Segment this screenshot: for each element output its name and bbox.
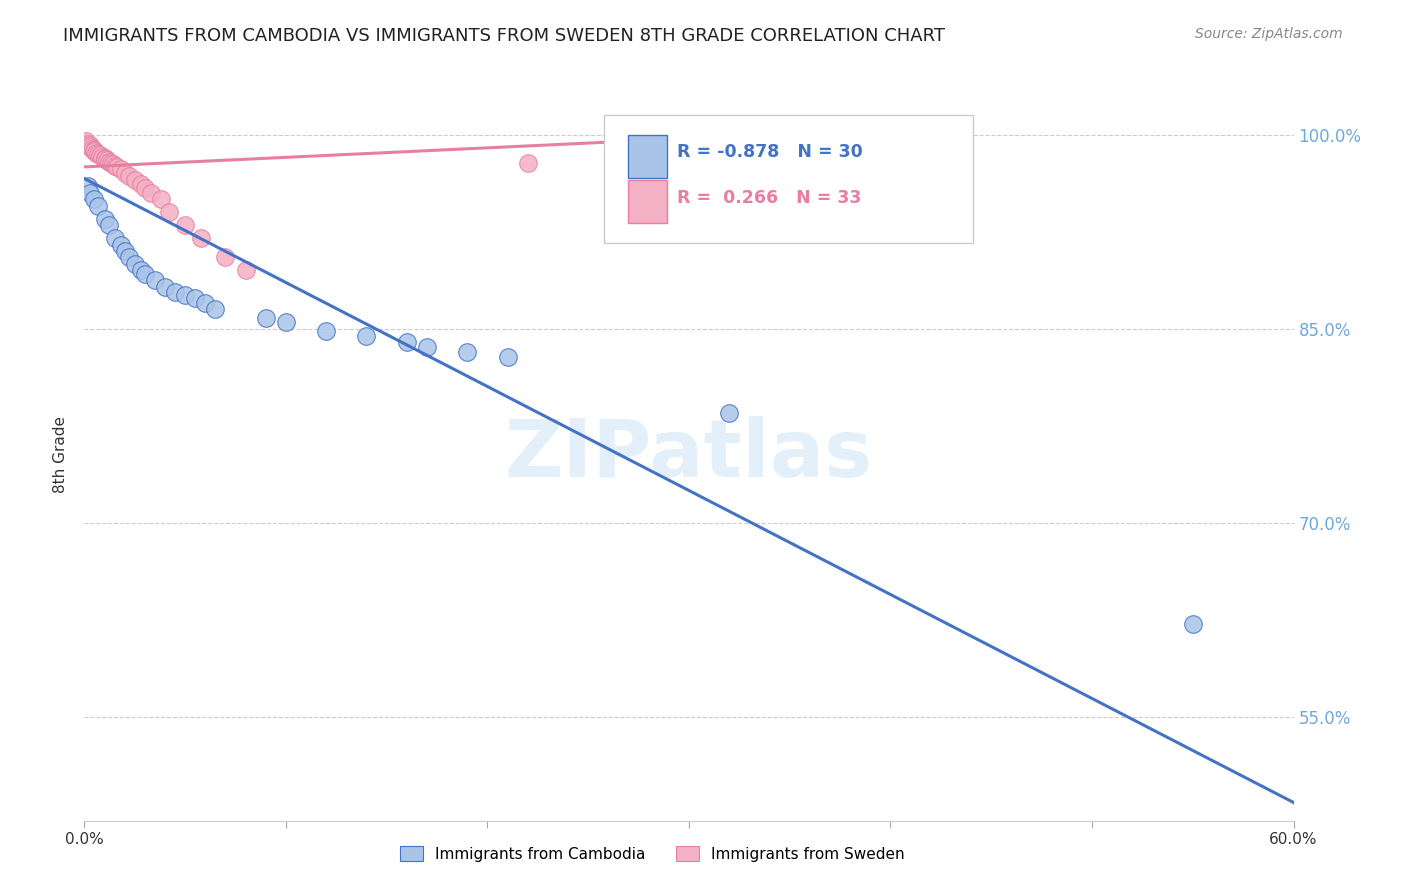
Point bbox=[315, 324, 337, 338]
Point bbox=[93, 152, 115, 166]
Point bbox=[124, 257, 146, 271]
Point bbox=[101, 157, 124, 171]
Point bbox=[79, 186, 101, 200]
Y-axis label: 8th Grade: 8th Grade bbox=[53, 417, 69, 493]
Point bbox=[718, 406, 741, 420]
Text: IMMIGRANTS FROM CAMBODIA VS IMMIGRANTS FROM SWEDEN 8TH GRADE CORRELATION CHART: IMMIGRANTS FROM CAMBODIA VS IMMIGRANTS F… bbox=[63, 27, 945, 45]
Point bbox=[153, 280, 176, 294]
Point bbox=[516, 156, 538, 170]
Point bbox=[118, 169, 141, 183]
FancyBboxPatch shape bbox=[628, 135, 668, 178]
Point bbox=[77, 179, 100, 194]
Point bbox=[174, 218, 197, 232]
Point bbox=[110, 237, 132, 252]
Point bbox=[356, 329, 378, 343]
Point bbox=[214, 251, 236, 265]
Point bbox=[83, 145, 105, 159]
Point bbox=[89, 148, 111, 162]
Point bbox=[114, 166, 136, 180]
Point bbox=[105, 160, 128, 174]
Point bbox=[274, 315, 297, 329]
Point bbox=[235, 263, 257, 277]
Point bbox=[97, 154, 120, 169]
Point bbox=[87, 199, 110, 213]
FancyBboxPatch shape bbox=[628, 180, 668, 223]
Point bbox=[83, 143, 105, 157]
Point bbox=[254, 311, 277, 326]
Point bbox=[149, 192, 172, 206]
Point bbox=[104, 159, 127, 173]
Point bbox=[157, 205, 180, 219]
Text: R = -0.878   N = 30: R = -0.878 N = 30 bbox=[676, 144, 863, 161]
Text: Source: ZipAtlas.com: Source: ZipAtlas.com bbox=[1195, 27, 1343, 41]
Point bbox=[91, 149, 114, 163]
Point bbox=[82, 142, 104, 156]
Text: R =  0.266   N = 33: R = 0.266 N = 33 bbox=[676, 188, 862, 207]
Point bbox=[86, 145, 108, 160]
Point bbox=[93, 211, 115, 226]
Point bbox=[97, 218, 120, 232]
Point bbox=[93, 151, 115, 165]
Point bbox=[395, 334, 418, 349]
Point bbox=[96, 153, 118, 168]
Point bbox=[79, 137, 101, 152]
Point bbox=[204, 302, 226, 317]
Point bbox=[83, 192, 105, 206]
Point bbox=[190, 231, 212, 245]
Point bbox=[87, 147, 110, 161]
Point bbox=[139, 186, 162, 200]
Point bbox=[194, 295, 217, 310]
Point bbox=[110, 162, 132, 177]
Point bbox=[129, 177, 152, 191]
Legend: Immigrants from Cambodia, Immigrants from Sweden: Immigrants from Cambodia, Immigrants fro… bbox=[394, 839, 911, 868]
Point bbox=[129, 263, 152, 277]
Point bbox=[75, 134, 97, 148]
Point bbox=[79, 140, 101, 154]
Point bbox=[77, 136, 100, 151]
Point bbox=[174, 288, 197, 302]
Text: ZIPatlas: ZIPatlas bbox=[505, 416, 873, 494]
Point bbox=[100, 156, 122, 170]
Point bbox=[134, 180, 156, 194]
Point bbox=[456, 345, 478, 359]
Point bbox=[416, 340, 439, 354]
Point bbox=[114, 244, 136, 258]
Point bbox=[124, 173, 146, 187]
Point bbox=[134, 268, 156, 282]
Point bbox=[143, 272, 166, 286]
Point bbox=[1181, 616, 1204, 631]
FancyBboxPatch shape bbox=[605, 115, 973, 243]
Point bbox=[118, 251, 141, 265]
Point bbox=[184, 291, 207, 305]
Point bbox=[104, 231, 127, 245]
Point bbox=[496, 350, 519, 364]
Point bbox=[165, 285, 187, 300]
